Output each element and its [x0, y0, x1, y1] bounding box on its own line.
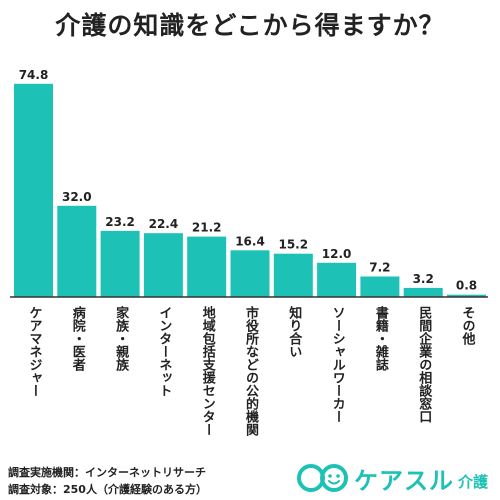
category-label: 市役所などの公的機関	[243, 306, 258, 436]
bar-value-label: 0.8	[456, 279, 477, 293]
bar-value-label: 3.2	[413, 272, 434, 286]
bar-value-label: 16.4	[235, 234, 265, 248]
bar	[360, 276, 400, 297]
bar-value-label: 23.2	[105, 215, 135, 229]
bar-value-label: 74.8	[19, 68, 49, 82]
bar	[317, 262, 357, 297]
category-label: 家族・親族	[113, 306, 129, 371]
logo-faces-icon	[296, 464, 348, 492]
bar-value-label: 21.2	[192, 221, 222, 235]
bar	[14, 83, 53, 297]
bar	[273, 253, 313, 297]
bar	[230, 250, 270, 297]
category-label: 書籍・雑誌	[372, 306, 388, 371]
bar	[403, 287, 443, 297]
survey-source: 調査実施機関：インターネットリサーチ	[8, 466, 206, 479]
survey-target: 調査対象：250人（介護経験のある方）	[8, 483, 207, 496]
bar	[57, 205, 97, 297]
logo-brand-text: ケアスル	[353, 466, 454, 495]
category-label: 知り合い	[286, 306, 302, 358]
bar-value-label: 32.0	[62, 190, 92, 204]
brand-logo: ケアスル 介護	[296, 462, 488, 495]
bar-value-label: 12.0	[322, 247, 352, 261]
category-label: 病院・医者	[69, 306, 85, 371]
category-label: 地域包括支援センター	[199, 306, 215, 436]
bar	[143, 233, 183, 297]
bar	[100, 230, 140, 297]
bar	[447, 294, 486, 297]
logo-suffix-text: 介護	[457, 472, 488, 491]
bar-value-label: 22.4	[149, 217, 179, 231]
bar-value-label: 7.2	[369, 261, 390, 275]
category-label: ソーシャルワーカー	[329, 306, 345, 423]
bar-value-label: 15.2	[278, 238, 308, 252]
category-label: その他	[459, 306, 475, 345]
category-label: 民間企業の相談窓口	[416, 306, 432, 423]
category-label: ケアマネジャー	[26, 306, 42, 397]
chart-title: 介護の知識をどこから得ますか？	[55, 11, 445, 40]
bar	[187, 236, 227, 297]
category-label: インターネット	[156, 306, 172, 397]
